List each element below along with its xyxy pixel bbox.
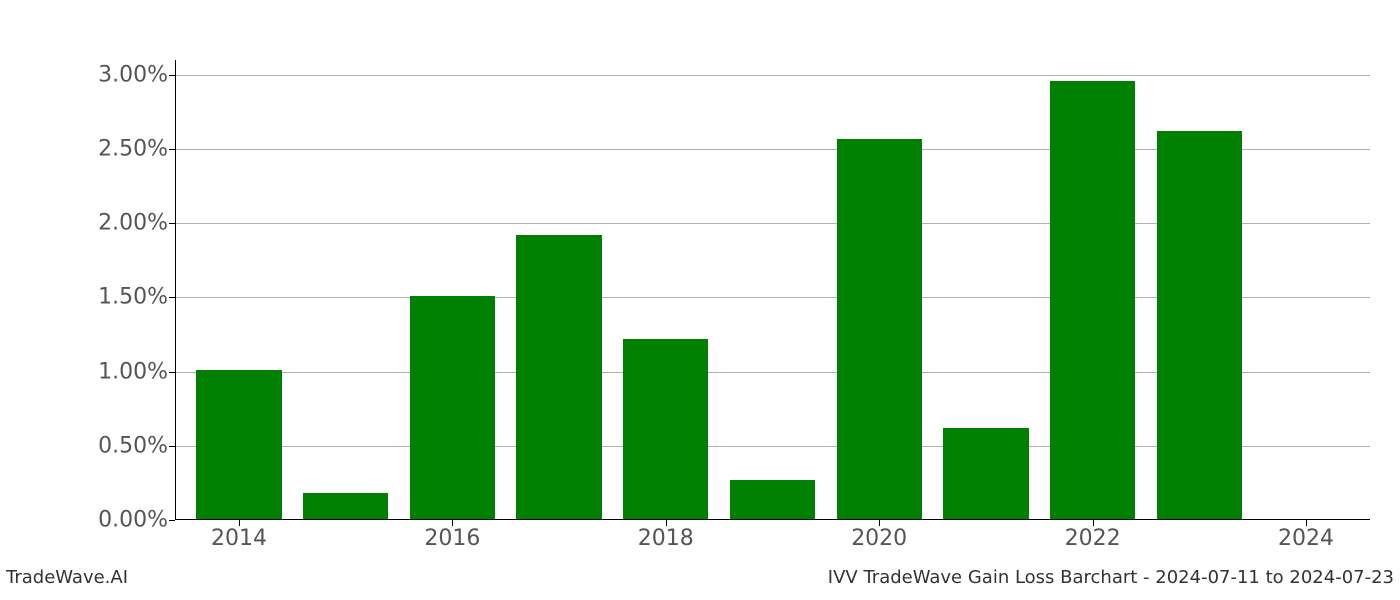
y-axis-spine <box>175 60 176 520</box>
bar-2018 <box>623 339 708 520</box>
bar-2019 <box>730 480 815 520</box>
y-tick-label: 0.00% <box>98 508 168 533</box>
bar-2021 <box>943 428 1028 520</box>
gridline <box>175 75 1370 76</box>
bar-2023 <box>1157 131 1242 520</box>
footer-brand: TradeWave.AI <box>6 567 128 588</box>
x-tick-label: 2014 <box>211 526 267 551</box>
x-tick-label: 2018 <box>638 526 694 551</box>
bar-2022 <box>1050 81 1135 520</box>
x-axis-spine <box>175 519 1370 520</box>
bar-2016 <box>410 296 495 520</box>
y-tick-label: 2.50% <box>98 137 168 162</box>
bar-2017 <box>516 235 601 520</box>
x-tick-label: 2020 <box>851 526 907 551</box>
bar-2015 <box>303 493 388 520</box>
y-tick-label: 1.50% <box>98 285 168 310</box>
y-tick-label: 1.00% <box>98 359 168 384</box>
bar-2014 <box>196 370 281 520</box>
x-tick-label: 2022 <box>1065 526 1121 551</box>
x-tick-label: 2016 <box>424 526 480 551</box>
y-tick-mark <box>169 520 175 521</box>
y-tick-label: 2.00% <box>98 211 168 236</box>
y-tick-label: 3.00% <box>98 62 168 87</box>
x-tick-label: 2024 <box>1278 526 1334 551</box>
bar-chart <box>175 60 1370 520</box>
footer-caption: IVV TradeWave Gain Loss Barchart - 2024-… <box>828 567 1394 588</box>
y-tick-label: 0.50% <box>98 433 168 458</box>
bar-2020 <box>837 139 922 520</box>
